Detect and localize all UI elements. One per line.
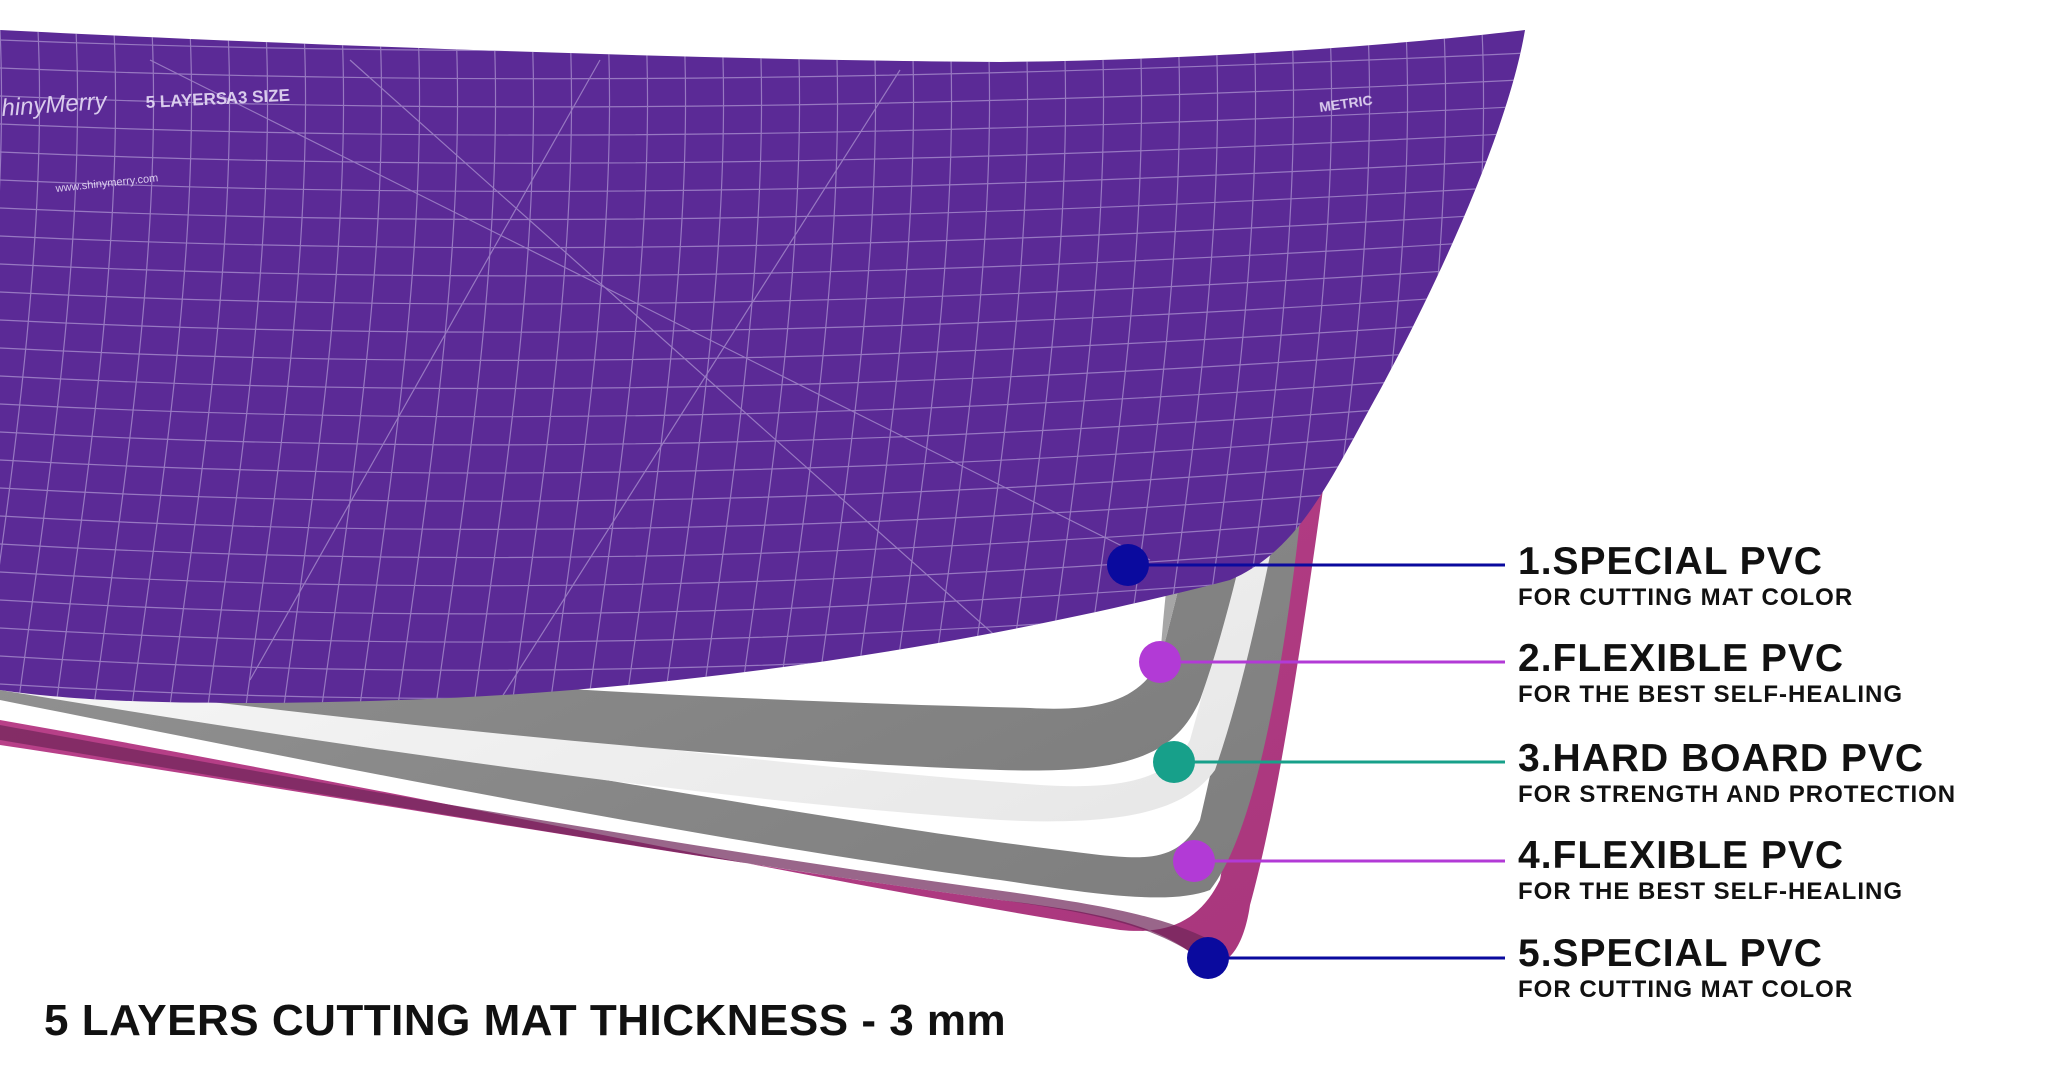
mat-grid-horizontal-line	[0, 183, 1525, 221]
mat-grid-vertical-line	[395, 30, 459, 703]
mat-grid-horizontal-line	[0, 77, 1525, 108]
layer-label-1: 1.SPECIAL PVC FOR CUTTING MAT COLOR	[1518, 540, 1853, 612]
mat-grid-vertical-line	[433, 30, 497, 703]
layer-3-subtitle: FOR STRENGTH AND PROTECTION	[1518, 781, 1957, 808]
mat-grid-horizontal-line	[0, 50, 1525, 80]
mat-grid-horizontal-line	[0, 395, 1525, 446]
mat-grid-angle-line	[499, 69, 901, 701]
diagram-caption: 5 LAYERS CUTTING MAT THICKNESS - 3 mm	[44, 996, 1007, 1045]
mat-grid-vertical-line	[319, 30, 383, 703]
mat-grid-horizontal-line	[0, 315, 1525, 361]
layer-label-3: 3.HARD BOARD PVC FOR STRENGTH AND PROTEC…	[1518, 737, 1956, 809]
mat-grid-vertical-line	[509, 30, 573, 703]
mat-grid-horizontal-line	[0, 289, 1525, 333]
mat-grid-vertical-line	[623, 30, 687, 703]
layer-5-bottom-sheet	[0, 215, 1362, 964]
layer-2-subtitle: FOR THE BEST SELF-HEALING	[1518, 681, 1903, 708]
layer-4-subtitle: FOR THE BEST SELF-HEALING	[1518, 878, 1903, 905]
mat-size-text: A3 SIZE	[225, 86, 290, 108]
layer-marker-dot-5	[1187, 937, 1229, 979]
layer-marker-dot-4	[1173, 840, 1215, 882]
mat-grid-vertical-line	[15, 30, 79, 703]
mat-grid-horizontal-line	[0, 342, 1525, 390]
mat-grid-horizontal-line	[0, 236, 1525, 277]
mat-grid-angle-line	[249, 59, 601, 681]
layer-marker-dot-2	[1139, 641, 1181, 683]
mat-grid-angle-line	[149, 59, 1151, 561]
mat-grid-angle-line	[349, 59, 1001, 641]
mat-grid-horizontal-line	[0, 368, 1525, 418]
mat-grid-vertical-line	[851, 30, 915, 703]
layer-4-gray-sheet	[0, 170, 1352, 898]
layer-4-title: 4.FLEXIBLE PVC	[1518, 834, 1845, 877]
layer-label-2: 2.FLEXIBLE PVC FOR THE BEST SELF-HEALING	[1518, 637, 1903, 709]
layer-marker-dot-1	[1107, 544, 1149, 586]
layer-label-5: 5.SPECIAL PVC FOR CUTTING MAT COLOR	[1518, 932, 1853, 1004]
mat-grid-vertical-line	[167, 30, 231, 703]
mat-grid-vertical-line	[91, 30, 155, 703]
mat-grid-horizontal-line	[0, 421, 1525, 474]
mat-grid-vertical-line	[965, 30, 1029, 703]
layer-label-4: 4.FLEXIBLE PVC FOR THE BEST SELF-HEALING	[1518, 834, 1903, 906]
mat-grid-vertical-line	[927, 30, 991, 703]
layer-1-subtitle: FOR CUTTING MAT COLOR	[1518, 584, 1854, 611]
mat-grid-vertical-line	[0, 30, 3, 703]
mat-grid-horizontal-line	[0, 209, 1525, 249]
mat-grid-horizontal-line	[0, 30, 1525, 52]
mat-grid-vertical-line	[243, 30, 307, 703]
layer-3-white-sheet	[0, 175, 1337, 822]
mat-grid-vertical-line	[585, 30, 649, 703]
mat-grid-vertical-line	[205, 30, 269, 703]
mat-grid-vertical-line	[775, 30, 839, 703]
mat-grid-horizontal-line	[0, 474, 1525, 531]
layer-marker-dot-3	[1153, 741, 1195, 783]
mat-grid-horizontal-line	[0, 156, 1525, 193]
mat-grid-vertical-line	[699, 30, 763, 703]
layer-3-title: 3.HARD BOARD PVC	[1518, 737, 1925, 780]
mat-grid-vertical-line	[357, 30, 421, 703]
mat-grid-vertical-line	[471, 30, 535, 703]
mat-grid-vertical-line	[281, 30, 345, 703]
mat-grid-vertical-line	[813, 30, 877, 703]
mat-layers-text: 5 LAYERS	[145, 89, 227, 112]
layer-connectors	[1107, 544, 1505, 979]
mat-grid-horizontal-line	[0, 103, 1525, 136]
layer-5-bottom-face	[0, 725, 1210, 955]
mat-metric-text: METRIC	[1318, 92, 1373, 115]
layer-2-title: 2.FLEXIBLE PVC	[1518, 637, 1845, 680]
mat-grid-horizontal-line	[0, 130, 1525, 164]
mat-grid-vertical-line	[129, 30, 193, 703]
layer-5-title: 5.SPECIAL PVC	[1518, 932, 1823, 975]
layer-2-gray-sheet	[0, 135, 1317, 771]
mat-grid-horizontal-line	[0, 262, 1525, 305]
mat-grid-vertical-line	[547, 30, 611, 703]
layer-5-subtitle: FOR CUTTING MAT COLOR	[1518, 976, 1854, 1003]
mat-grid-vertical-line	[889, 30, 953, 703]
mat-grid-vertical-line	[53, 30, 117, 703]
mat-grid-vertical-line	[737, 30, 801, 703]
mat-grid-lines	[0, 30, 1525, 703]
layer-1-title: 1.SPECIAL PVC	[1518, 540, 1823, 583]
mat-grid-horizontal-line	[0, 448, 1525, 502]
